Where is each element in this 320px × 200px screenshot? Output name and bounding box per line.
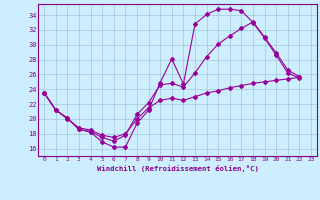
X-axis label: Windchill (Refroidissement éolien,°C): Windchill (Refroidissement éolien,°C) xyxy=(97,165,259,172)
